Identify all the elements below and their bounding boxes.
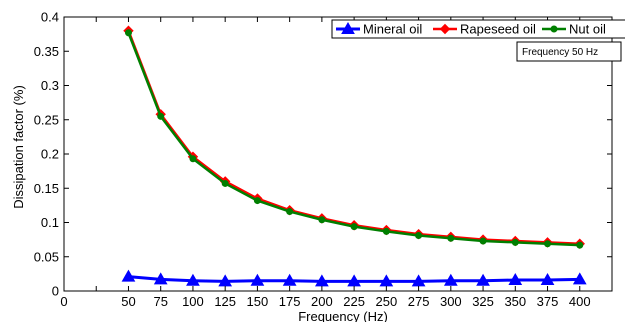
data-point xyxy=(157,112,165,120)
data-point xyxy=(318,216,326,224)
data-point xyxy=(382,227,390,235)
y-tick-label: 0.35 xyxy=(34,44,59,59)
axes: 0 50 75 100 125 150 175 200 225 250 275 300 325 350 37… xyxy=(34,10,613,309)
series-line xyxy=(127,30,580,245)
data-point xyxy=(511,238,519,246)
x-tick-label: 0 xyxy=(60,294,67,309)
legend-box xyxy=(331,19,625,39)
x-tick-label: 275 xyxy=(408,294,430,309)
data-point xyxy=(576,241,584,249)
series-rapeseed-oil xyxy=(123,25,585,249)
y-axis-title: Dissipation factor (%) xyxy=(11,85,26,209)
data-point xyxy=(415,232,423,240)
x-tick-label: 100 xyxy=(182,294,204,309)
legend-swatch-marker xyxy=(341,21,355,34)
data-point xyxy=(447,234,455,242)
y-tick-label: 0 xyxy=(52,284,59,299)
x-tick-label: 350 xyxy=(504,294,526,309)
x-tick-label: 125 xyxy=(214,294,236,309)
y-tick-label: 0.1 xyxy=(41,215,59,230)
legend-label: Nut oil xyxy=(569,22,606,37)
data-point xyxy=(379,274,394,287)
legend-entry: Mineral oil xyxy=(336,22,422,37)
series-nut-oil xyxy=(124,29,584,249)
data-point xyxy=(315,274,329,287)
x-tick-label: 75 xyxy=(153,294,167,309)
x-tick-label: 150 xyxy=(247,294,269,309)
data-point xyxy=(286,208,294,216)
data-point xyxy=(508,273,523,286)
x-tick-label: 175 xyxy=(279,294,301,309)
data-point xyxy=(479,237,487,245)
x-tick-label: 250 xyxy=(376,294,398,309)
data-point xyxy=(253,197,261,205)
y-tick-label: 0.4 xyxy=(41,10,59,25)
legend-swatch-marker xyxy=(550,25,558,33)
x-tick-label: 325 xyxy=(472,294,494,309)
data-point xyxy=(544,240,552,248)
data-point xyxy=(186,273,200,286)
annotation-text: Frequency 50 Hz xyxy=(522,47,598,58)
x-tick-label: 200 xyxy=(311,294,333,309)
data-point xyxy=(124,29,132,37)
data-point xyxy=(350,223,358,231)
y-tick-label: 0.15 xyxy=(34,181,59,196)
y-tick-label: 0.3 xyxy=(41,78,59,93)
data-point xyxy=(250,273,265,286)
x-tick-label: 300 xyxy=(440,294,462,309)
data-point xyxy=(218,274,233,287)
x-axis-title: Frequency (Hz) xyxy=(298,309,388,322)
series-line xyxy=(127,32,580,247)
annotation-box xyxy=(516,41,622,62)
data-point xyxy=(540,273,555,286)
data-point xyxy=(282,273,297,286)
y-tick-label: 0.05 xyxy=(34,249,59,264)
legend-swatch-marker xyxy=(439,23,451,35)
data-point xyxy=(443,273,458,286)
legend-entry: Rapeseed oil xyxy=(433,22,536,37)
plot-area xyxy=(121,25,587,287)
data-point xyxy=(476,273,490,286)
x-tick-label: 225 xyxy=(343,294,365,309)
data-point xyxy=(121,269,136,282)
x-tick-label: 375 xyxy=(537,294,559,309)
data-point xyxy=(189,155,197,163)
legend-entry: Nut oil xyxy=(542,22,606,37)
legend: Mineral oil Rapeseed oil Nut oil Frequency … xyxy=(331,19,625,62)
data-point xyxy=(572,272,587,285)
series-mineral-oil xyxy=(121,269,587,287)
y-tick-label: 0.2 xyxy=(41,147,59,162)
data-point xyxy=(153,272,168,285)
data-point xyxy=(221,179,229,187)
legend-label: Mineral oil xyxy=(363,22,422,37)
x-tick-label: 50 xyxy=(121,294,135,309)
data-point xyxy=(347,274,361,287)
y-tick-label: 0.25 xyxy=(34,112,59,127)
x-tick-label: 400 xyxy=(569,294,591,309)
legend-label: Rapeseed oil xyxy=(460,22,536,37)
data-point xyxy=(411,274,426,287)
